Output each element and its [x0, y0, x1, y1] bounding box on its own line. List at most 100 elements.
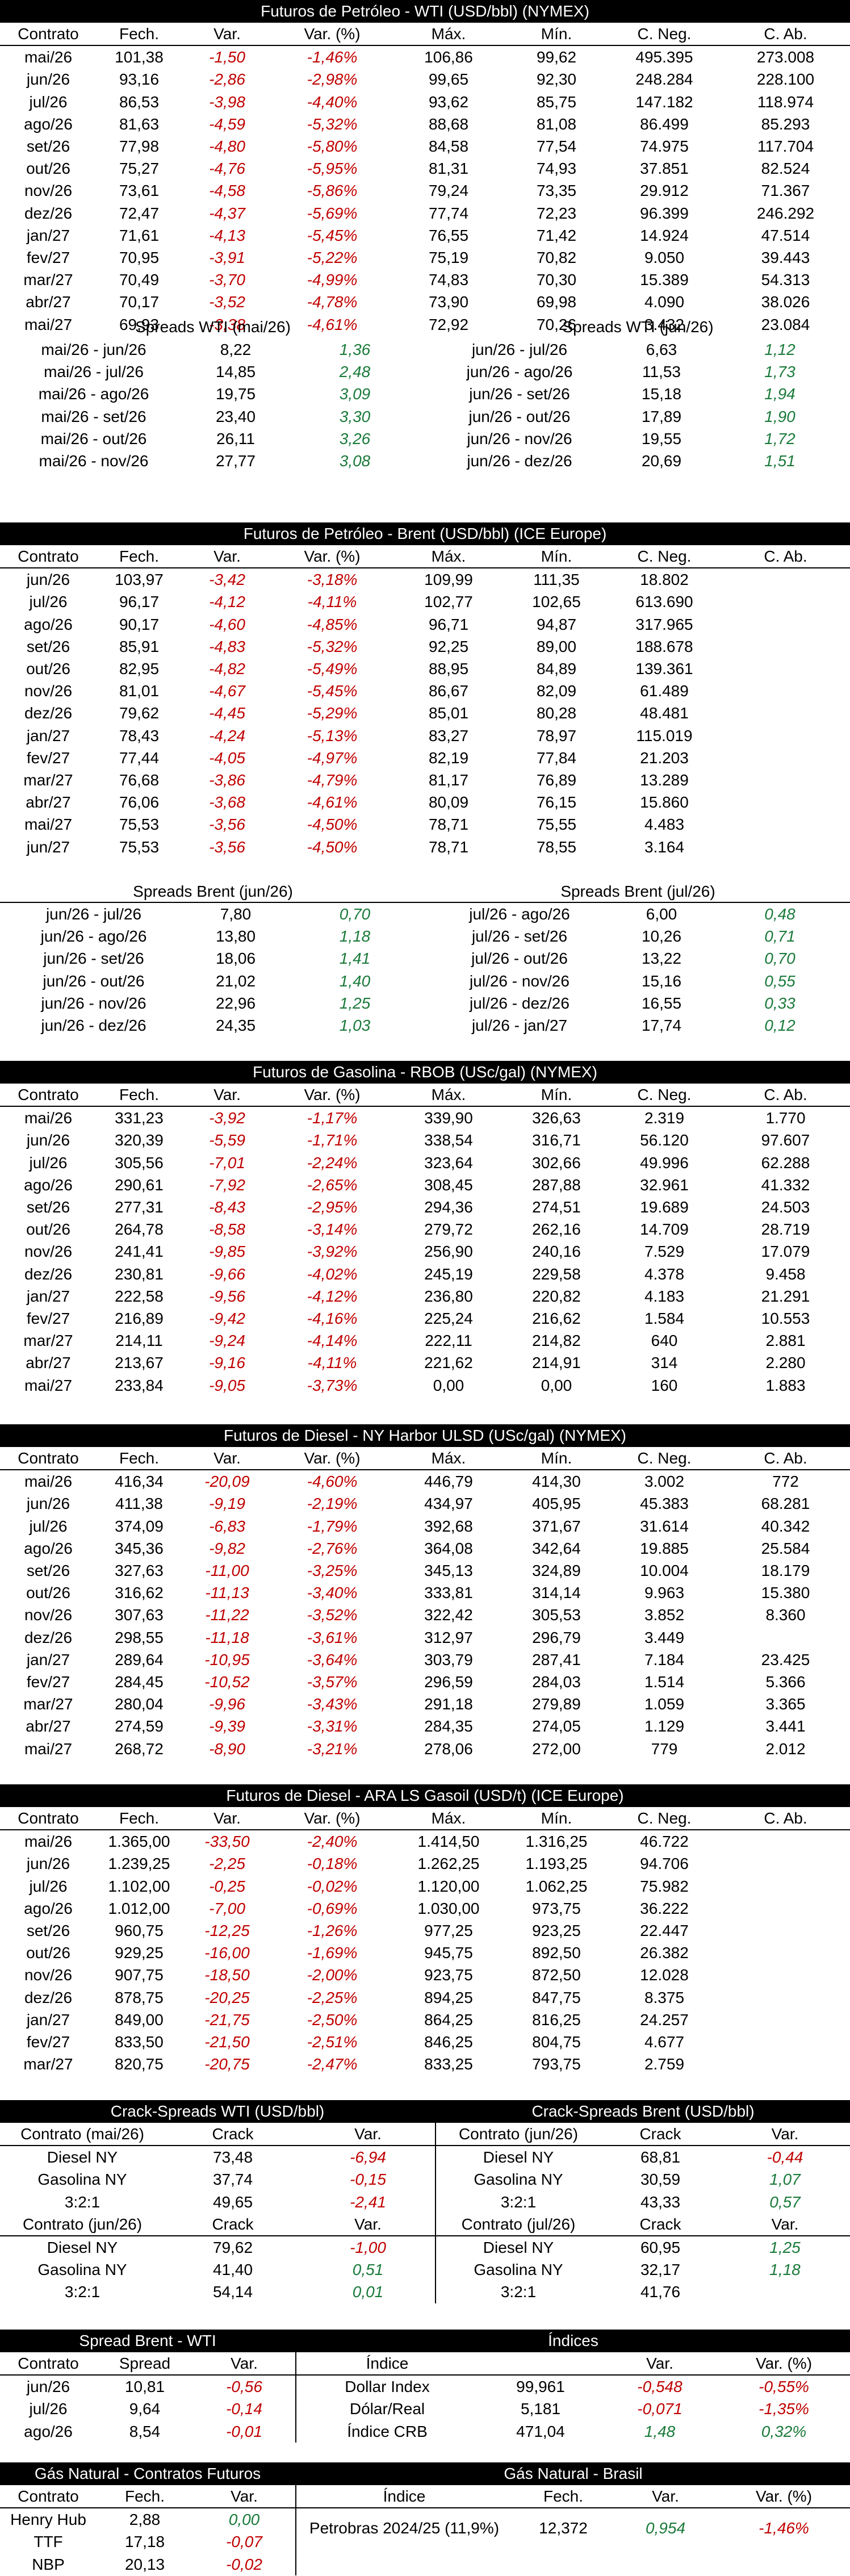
- table-cell: -21,75: [204, 2010, 250, 2029]
- table-cell: jul/26 - nov/26: [470, 972, 570, 990]
- table-cell: 49.996: [640, 1153, 689, 1172]
- table-row: fev/27 284,45 -10,52 -3,57% 296,59 284,03 1.51…: [0, 1671, 850, 1693]
- table-cell: 7.184: [644, 1650, 685, 1668]
- table-cell: -2,65%: [307, 1176, 358, 1194]
- table-cell: 32.961: [640, 1176, 689, 1194]
- table-cell: 342,64: [532, 1539, 581, 1557]
- table-cell: jun/26: [26, 571, 70, 589]
- wti-spreads-left-title: Spreads WTI (mai/26): [135, 318, 291, 336]
- table-cell: 21,02: [215, 972, 256, 990]
- table-cell: mai/26 - jun/26: [41, 341, 146, 358]
- table-cell: jul/26: [29, 593, 68, 611]
- column-header: Var.: [603, 2352, 717, 2376]
- table-cell: 220,82: [532, 1287, 581, 1305]
- table-cell: NBP: [32, 2555, 65, 2573]
- table-cell: -9,16: [209, 1354, 245, 1372]
- table-row: out/26 82,95 -4,82 -5,49% 88,95 84,89 139.361: [0, 658, 850, 680]
- table-cell: 317.965: [635, 615, 693, 633]
- brent-spreads-section: Spreads Brent (jun/26) jun/26 - jul/26 7,…: [0, 880, 850, 1036]
- table-cell: -4,11%: [307, 1354, 357, 1372]
- column-header: Máx.: [392, 23, 505, 47]
- table-row: abr/27 213,67 -9,16 -4,11% 221,62 214,91 314 2.…: [0, 1352, 850, 1374]
- table-cell: 61.489: [640, 682, 689, 700]
- table-cell: 76,89: [536, 771, 577, 789]
- table-cell: 13.289: [640, 771, 689, 789]
- table-cell: 11,53: [642, 363, 681, 381]
- indices-table: Índice Var. Var. (%) Dollar Index 99,961 -0,5…: [296, 2352, 850, 2443]
- table-cell: -2,51%: [307, 2033, 358, 2051]
- table-cell: nov/26: [24, 682, 73, 700]
- table-cell: -4,50%: [307, 816, 358, 834]
- table-cell: 327,63: [115, 1562, 164, 1580]
- table-cell: 101,38: [115, 48, 164, 66]
- table-cell: -2,19%: [307, 1495, 358, 1513]
- table-cell: 278,06: [424, 1739, 473, 1758]
- table-cell: -0,55%: [759, 2378, 809, 2396]
- table-row: out/26 75,27 -4,76 -5,95% 81,31 74,93 37.851 82…: [0, 157, 850, 179]
- column-header: C. Neg.: [608, 1084, 721, 1107]
- table-cell: -4,60%: [307, 1473, 358, 1491]
- table-cell: jun/26 - nov/26: [41, 994, 146, 1012]
- table-cell: 115.019: [636, 726, 693, 745]
- table-cell: 72,47: [119, 204, 160, 222]
- table-cell: -4,60: [209, 615, 245, 633]
- wti-table: Contrato Fech. Var. Var. (%) Máx. Mín. C. Neg.…: [0, 23, 850, 336]
- column-header: Var.: [182, 1447, 273, 1471]
- indices-title: Índices: [296, 2330, 850, 2352]
- table-cell: 10.553: [761, 1310, 810, 1328]
- table-cell: -4,11%: [307, 593, 357, 611]
- table-cell: 233,84: [115, 1376, 164, 1394]
- table-cell: ago/26: [24, 615, 73, 633]
- table-cell: out/26: [26, 1584, 70, 1602]
- column-header: Máx.: [392, 1084, 505, 1107]
- table-cell: jul/26 - ago/26: [469, 905, 570, 923]
- table-cell: -5,32%: [307, 115, 358, 133]
- table-cell: 32,17: [640, 2261, 681, 2279]
- table-cell: 289,64: [115, 1650, 164, 1668]
- table-cell: 0,70: [764, 950, 795, 968]
- table-cell: -4,97%: [307, 748, 358, 767]
- table-cell: -3,56: [209, 816, 245, 834]
- table-cell: 10,81: [124, 2378, 165, 2396]
- table-cell: 1.883: [765, 1376, 806, 1394]
- table-cell: fev/27: [26, 1310, 70, 1328]
- table-row: NBP 20,13 -0,02: [0, 2553, 295, 2575]
- table-cell: -1,50: [209, 48, 245, 66]
- table-cell: jan/27: [26, 2010, 70, 2029]
- table-cell: 816,25: [532, 2010, 581, 2029]
- table-cell: 117.704: [757, 137, 814, 156]
- table-cell: 18.179: [761, 1562, 810, 1580]
- column-header: Contrato: [0, 2352, 97, 2376]
- table-cell: jul/26: [29, 1517, 68, 1535]
- table-row: jun/26 - set/26 15,18 1,94: [426, 383, 850, 405]
- table-cell: 228.100: [756, 70, 815, 89]
- column-header: Mín.: [505, 23, 608, 47]
- table-cell: mai/26 - ago/26: [38, 385, 149, 403]
- table-cell: set/26: [26, 137, 70, 156]
- table-cell: -1,35%: [759, 2400, 809, 2418]
- table-row: nov/26 81,01 -4,67 -5,45% 86,67 82,09 61.489: [0, 680, 850, 702]
- table-cell: Índice CRB: [347, 2422, 428, 2440]
- crack-row: 3:2:1 54,14 0,01: [0, 2281, 435, 2303]
- table-cell: 41.332: [761, 1176, 810, 1194]
- table-cell: -4,50%: [307, 838, 358, 856]
- table-cell: 81,01: [119, 682, 160, 700]
- table-cell: -3,68: [209, 793, 245, 812]
- table-cell: 3.852: [644, 1606, 685, 1624]
- table-cell: 779: [651, 1739, 678, 1758]
- table-row: Henry Hub 2,88 0,00: [0, 2508, 295, 2531]
- table-row: dez/26 79,62 -4,45 -5,29% 85,01 80,28 48.481: [0, 702, 850, 724]
- table-cell: 279,89: [532, 1695, 581, 1713]
- table-cell: -4,37: [209, 204, 245, 222]
- table-cell: [721, 2053, 850, 2075]
- table-cell: 78,43: [119, 726, 160, 745]
- table-cell: 17,74: [641, 1017, 682, 1035]
- table-cell: jun/26 - ago/26: [40, 927, 147, 946]
- table-cell: -9,96: [209, 1695, 245, 1713]
- crack-header-row: Contrato (jun/26) Crack Var.: [0, 2213, 435, 2237]
- table-cell: nov/26: [24, 1966, 73, 1984]
- table-row: out/26 264,78 -8,58 -3,14% 279,72 262,16 14.70…: [0, 1218, 850, 1240]
- table-cell: [721, 613, 850, 635]
- table-cell: 923,25: [532, 1922, 581, 1940]
- ulsd-title: Futuros de Diesel - NY Harbor ULSD (USc/…: [0, 1424, 850, 1447]
